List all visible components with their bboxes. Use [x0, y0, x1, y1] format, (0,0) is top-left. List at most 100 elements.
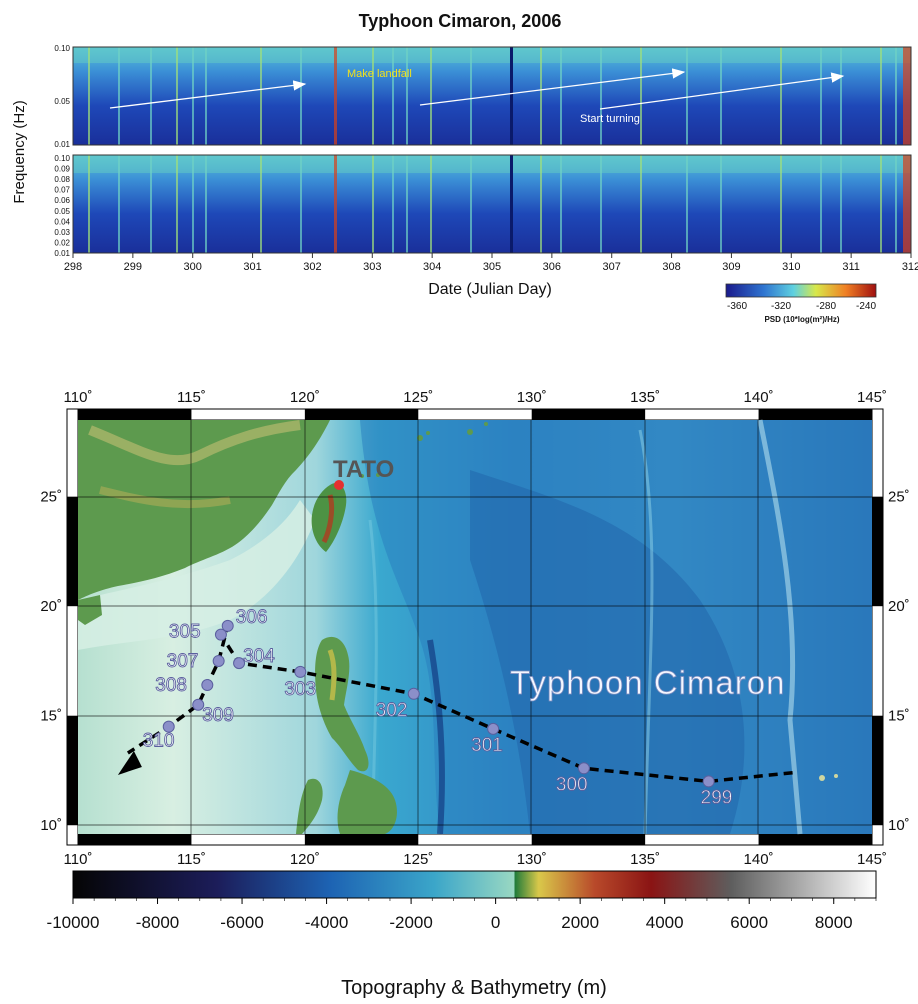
- track-day-label-304: 304: [243, 646, 275, 667]
- topo-tick-3: -4000: [305, 913, 348, 932]
- lat-left-2: 15˚: [40, 708, 62, 725]
- track-point-306: [221, 619, 234, 632]
- lat-right-2: 15˚: [888, 708, 910, 725]
- bottom-tick-6: 0.04: [54, 217, 70, 226]
- topo-tick-2: -6000: [220, 913, 263, 932]
- date-tick-301: 301: [243, 261, 261, 273]
- bottom-tick-3: 0.07: [54, 186, 70, 195]
- track-point-309: [192, 698, 205, 711]
- lon-top-4: 130˚: [517, 389, 547, 406]
- lat-right-1: 20˚: [888, 598, 910, 615]
- spectrogram-bottom-panel: [72, 154, 912, 254]
- frequency-axis-label: Frequency (Hz): [11, 100, 28, 203]
- date-tick-298: 298: [64, 261, 82, 273]
- lon-bottom-0: 110˚: [64, 851, 93, 868]
- track-point-300: [577, 762, 590, 775]
- date-tick-309: 309: [722, 261, 740, 273]
- track-point-310: [162, 720, 175, 733]
- date-tick-304: 304: [423, 261, 441, 273]
- track-point-307: [212, 654, 225, 667]
- frame-block-bottom-2: [304, 834, 419, 845]
- lon-top-5: 135˚: [630, 389, 660, 406]
- lat-right-3: 10˚: [888, 817, 910, 834]
- psd-tick-240: -240: [856, 301, 876, 312]
- lon-top-2: 120˚: [290, 389, 320, 406]
- top-tick-010: 0.10: [54, 44, 70, 53]
- topo-tick-6: 2000: [561, 913, 599, 932]
- bottom-tick-1: 0.09: [54, 165, 70, 174]
- frame-block-top-4: [531, 409, 646, 420]
- lon-top-6: 140˚: [744, 389, 774, 406]
- date-tick-305: 305: [483, 261, 501, 273]
- topo-tick-7: 4000: [646, 913, 684, 932]
- topo-tick-1: -8000: [136, 913, 179, 932]
- frame-block-bottom-6: [758, 834, 872, 845]
- date-tick-308: 308: [662, 261, 680, 273]
- date-tick-310: 310: [782, 261, 800, 273]
- track-point-308: [201, 679, 214, 692]
- date-tick-300: 300: [184, 261, 202, 273]
- track-day-label-309: 309: [202, 705, 234, 726]
- psd-tick-320: -320: [771, 301, 791, 312]
- lon-labels-bottom: 110˚ 115˚ 120˚ 125˚ 130˚ 135˚ 140˚ 145˚: [64, 851, 887, 868]
- turning-annotation: Start turning: [580, 113, 640, 125]
- date-tick-311: 311: [842, 261, 860, 273]
- tato-station-marker: [334, 480, 344, 490]
- lat-left-1: 20˚: [40, 598, 62, 615]
- frame-block-bottom-0: [78, 834, 192, 845]
- track-day-label-302: 302: [376, 700, 408, 721]
- psd-tick-360: -360: [727, 301, 747, 312]
- lon-bottom-5: 135˚: [630, 851, 660, 868]
- bottom-tick-4: 0.06: [54, 196, 70, 205]
- trend-arrows: [109, 68, 845, 110]
- track-point-305: [214, 628, 227, 641]
- lon-bottom-4: 130˚: [517, 851, 547, 868]
- topo-colorbar: -10000 -8000 -6000 -4000 -2000 0 2000 4000 6000 8…: [47, 870, 877, 999]
- lon-bottom-3: 125˚: [403, 851, 433, 868]
- frame-block-top-0: [78, 409, 192, 420]
- track-point-299: [702, 775, 715, 788]
- date-tick-307: 307: [603, 261, 621, 273]
- bottom-panel-y-ticks: 0.10 0.090.08 0.070.06 0.050.04 0.030.02 0.01: [54, 154, 70, 258]
- track-day-label-299: 299: [701, 787, 733, 808]
- bottom-tick-2: 0.08: [54, 175, 70, 184]
- top-panel-y-ticks: 0.10 0.05 0.01: [54, 44, 70, 149]
- bottom-tick-9: 0.01: [54, 249, 70, 258]
- top-tick-001: 0.01: [54, 140, 70, 149]
- topo-tick-5: 0: [491, 913, 500, 932]
- lon-bottom-2: 120˚: [290, 851, 320, 868]
- psd-tick-280: -280: [816, 301, 836, 312]
- frame-block-right-1: [872, 715, 883, 826]
- bottom-tick-0: 0.10: [54, 154, 70, 163]
- map-body: [78, 419, 872, 835]
- bottom-tick-8: 0.02: [54, 238, 70, 247]
- topo-label: Topography & Bathymetry (m): [341, 977, 607, 999]
- frame-block-left-1: [67, 715, 78, 826]
- track-point-304: [233, 657, 246, 670]
- bottom-tick-5: 0.05: [54, 207, 70, 216]
- lon-bottom-6: 140˚: [744, 851, 774, 868]
- date-tick-306: 306: [543, 261, 561, 273]
- track-day-label-301: 301: [471, 735, 503, 756]
- topo-tick-4: -2000: [389, 913, 432, 932]
- spectrogram-top-panel: [72, 46, 912, 146]
- track-day-label-300: 300: [556, 774, 588, 795]
- spectrogram-title: Typhoon Cimaron, 2006: [359, 11, 562, 31]
- psd-label: PSD (10*log(m²)/Hz): [764, 315, 839, 324]
- track-day-label-308: 308: [155, 675, 187, 696]
- landfall-annotation: Make landfall: [347, 68, 412, 80]
- track-day-label-305: 305: [169, 622, 201, 643]
- lat-labels-left: 25˚ 20˚ 15˚ 10˚: [40, 489, 62, 835]
- top-tick-005: 0.05: [54, 97, 70, 106]
- topo-tick-0: -10000: [47, 913, 100, 932]
- lat-left-3: 10˚: [40, 817, 62, 834]
- typhoon-track: 299 300 301 302 303 304 305 306 307 308 309 310: [117, 606, 793, 809]
- lon-bottom-7: 145˚: [857, 851, 887, 868]
- map-frame: [66, 408, 884, 846]
- lon-top-1: 115˚: [177, 389, 206, 406]
- tato-label: TATO: [333, 456, 394, 483]
- lon-labels-top: 110˚ 115˚ 120˚ 125˚ 130˚ 135˚ 140˚ 145˚: [64, 389, 887, 406]
- track-arrowhead: [117, 750, 142, 775]
- frame-block-left-0: [67, 496, 78, 607]
